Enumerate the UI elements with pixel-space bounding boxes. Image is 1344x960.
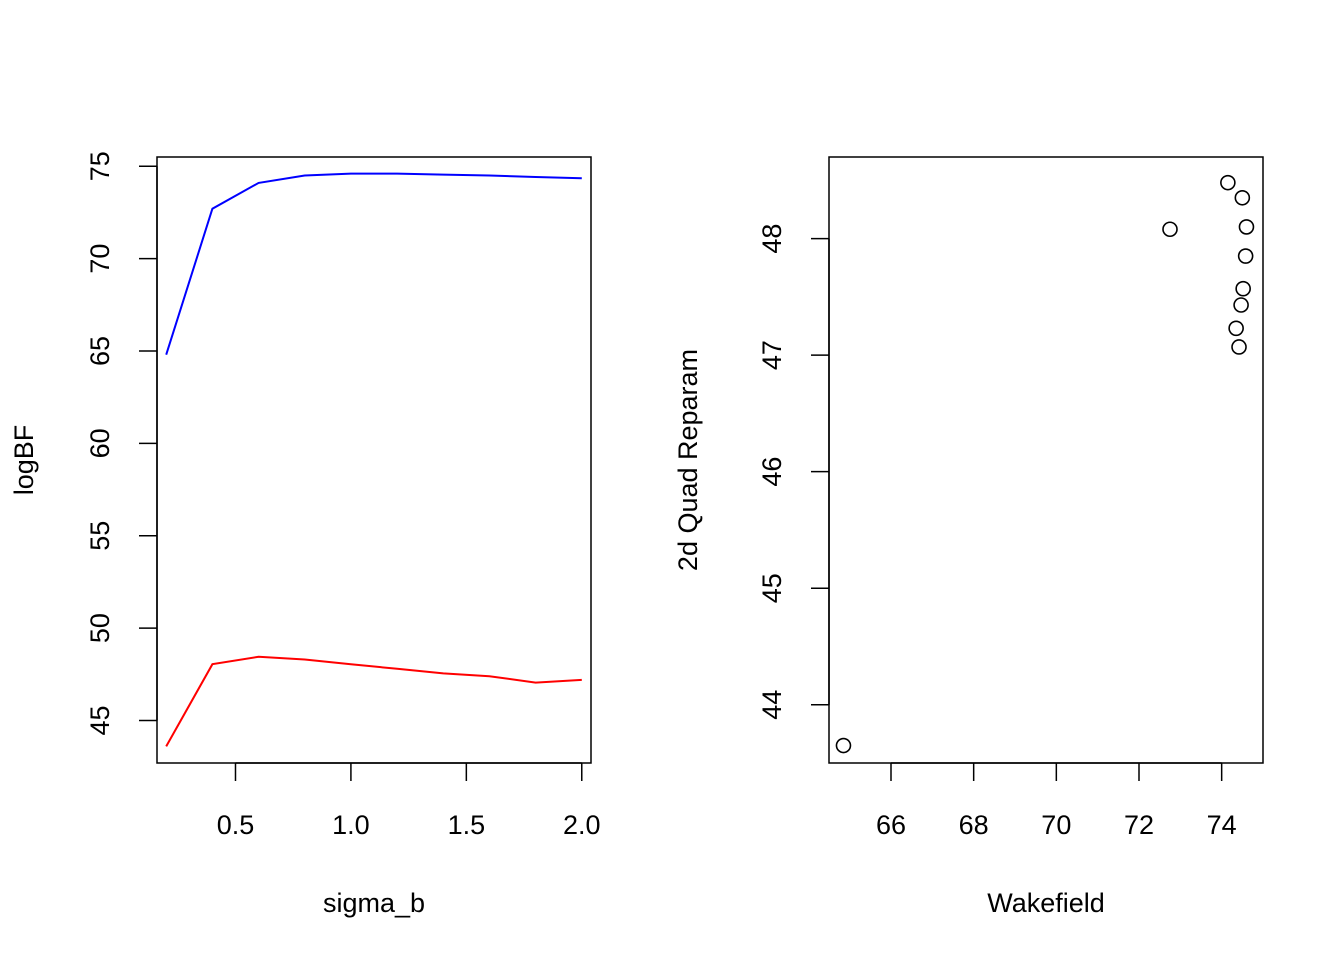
scatter-point [1162,221,1178,238]
x-axis-title: sigma_b [323,888,425,918]
x-tick-label: 74 [1207,810,1237,840]
x-tick-label: 66 [876,810,906,840]
scatter-point [1238,219,1255,235]
x-axis-title: Wakefield [987,888,1105,918]
y-tick-label: 45 [85,705,115,735]
left-line-chart: 0.5 1.0 1.5 2.0 45 50 55 60 65 70 75 sigma_b logBF [9,151,601,918]
x-tick-label: 2.0 [563,810,601,840]
y-tick-label: 65 [85,336,115,366]
scatter-point [1231,339,1247,355]
x-tick-label: 1.0 [332,810,370,840]
plot-frame [156,156,592,764]
y-axis-title: logBF [9,425,39,496]
scatter-point [1235,280,1251,297]
y-tick-label: 44 [757,690,787,720]
y-tick-label: 46 [757,457,787,487]
right-scatter-chart: 66 68 70 72 74 44 45 46 47 48 Wakefield 2d Quad Rep… [673,156,1264,918]
y-tick-label: 55 [85,521,115,551]
y-tick-label: 50 [85,613,115,643]
y-tick-label: 45 [757,573,787,603]
scatter-point [1228,320,1244,337]
y-tick-label: 48 [757,224,787,254]
scatter-point [1233,297,1249,313]
y-tick-label: 60 [85,428,115,458]
scatter-point [835,737,852,754]
x-tick-label: 70 [1041,810,1071,840]
series-line-2 [165,655,582,747]
scatter-point [1220,174,1236,191]
x-tick-label: 68 [959,810,989,840]
y-tick-label: 75 [85,151,115,181]
scatter-point [1234,189,1251,206]
y-tick-label: 47 [757,340,787,370]
y-axis-title: 2d Quad Reparam [673,349,703,571]
x-tick-label: 1.5 [448,810,486,840]
x-tick-label: 0.5 [217,810,255,840]
x-tick-label: 72 [1124,810,1154,840]
y-tick-label: 70 [85,244,115,274]
plot-frame [828,156,1264,764]
scatter-point [1237,248,1254,264]
series-line-1 [165,172,582,356]
